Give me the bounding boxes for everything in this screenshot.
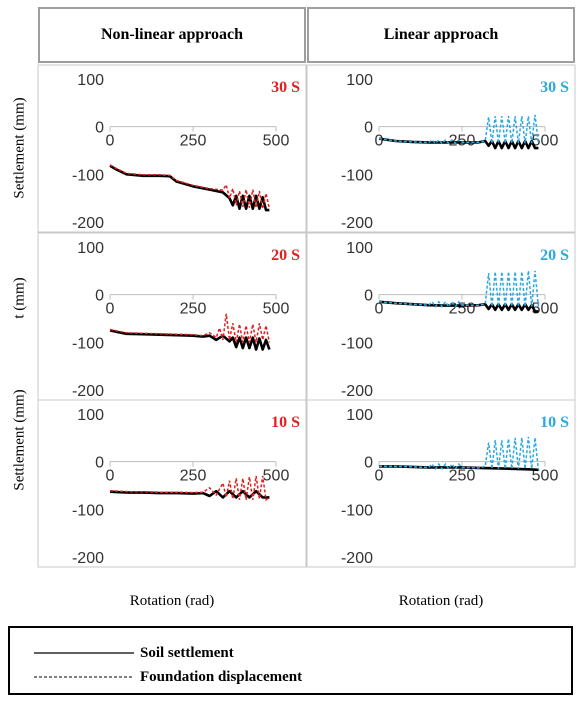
panel-frame [37, 399, 307, 568]
y-tick-label: 100 [346, 72, 373, 89]
y-axis-label-bottom: Settlement (mm) [11, 389, 28, 491]
series-foundation-displacement [379, 436, 540, 471]
legend-item-soil-settlement: Soil settlement [10, 643, 234, 663]
column-header-linear: Linear approach [307, 7, 575, 63]
y-tick-label: 0 [364, 288, 373, 305]
legend-dashed-line-icon [34, 676, 134, 678]
panel-frame [306, 64, 576, 233]
x-axis-label-right: Rotation (rad) [398, 593, 484, 609]
y-tick-label: -200 [341, 550, 373, 567]
panel-tag-label: 20 S [540, 247, 569, 264]
x-tick-label: 500 [263, 468, 290, 485]
series-foundation-displacement [109, 313, 271, 343]
legend-label: Soil settlement [140, 644, 234, 661]
x-axis-label-left: Rotation (rad) [129, 593, 215, 609]
legend-item-foundation-displacement: Foundation displacement [10, 667, 302, 687]
column-header-nonlinear: Non-linear approach [38, 7, 306, 63]
y-tick-label: 100 [346, 407, 373, 424]
y-tick-label: -100 [72, 335, 104, 352]
y-tick-label: -100 [341, 502, 373, 519]
y-tick-label: 100 [346, 240, 373, 257]
y-tick-label: -100 [341, 167, 373, 184]
panel-tag-label: 30 S [540, 79, 569, 96]
series-foundation-displacement [109, 164, 271, 209]
legend-label: Foundation displacement [140, 668, 303, 685]
x-tick-label: 500 [532, 301, 559, 318]
y-tick-label: -200 [72, 550, 104, 567]
x-tick-label: 500 [532, 468, 559, 485]
x-tick-label: 0 [106, 468, 115, 485]
series-soil-settlement [109, 329, 271, 351]
x-tick-label: 500 [532, 133, 559, 150]
y-tick-label: -200 [341, 383, 373, 400]
y-tick-label: -100 [72, 167, 104, 184]
y-axis-label-middle: t (mm) [11, 277, 28, 319]
y-tick-label: -200 [72, 215, 104, 232]
legend-solid-line-icon [34, 652, 134, 654]
panel-frame [306, 399, 576, 568]
x-tick-label: 0 [375, 468, 384, 485]
y-axis-label-top: Settlement (mm) [11, 97, 28, 199]
x-tick-label: 0 [375, 301, 384, 318]
legend: Soil settlement Foundation displacement [8, 626, 573, 695]
y-tick-label: 100 [77, 240, 104, 257]
series-foundation-displacement [378, 270, 540, 308]
x-tick-label: 250 [180, 133, 207, 150]
y-tick-label: 100 [77, 407, 104, 424]
panel-frame [306, 232, 576, 401]
panel-tag-label: 10 S [540, 414, 569, 431]
x-tick-label: 0 [106, 133, 115, 150]
panel-tag-label: 30 S [271, 79, 300, 96]
x-tick-label: 250 [449, 468, 476, 485]
y-tick-label: 0 [364, 455, 373, 472]
x-tick-label: 500 [263, 133, 290, 150]
x-tick-label: 0 [375, 133, 384, 150]
x-tick-label: 500 [263, 301, 290, 318]
x-tick-label: 250 [180, 468, 207, 485]
y-tick-label: -100 [72, 502, 104, 519]
y-tick-label: 0 [95, 120, 104, 137]
y-tick-label: -200 [72, 383, 104, 400]
y-tick-label: -100 [341, 335, 373, 352]
panel-tag-label: 20 S [271, 247, 300, 264]
y-tick-label: 0 [364, 120, 373, 137]
series-soil-settlement [109, 489, 270, 499]
y-tick-label: 100 [77, 72, 104, 89]
series-foundation-displacement [378, 114, 540, 145]
series-foundation-displacement [109, 475, 270, 502]
x-tick-label: 0 [106, 301, 115, 318]
panel-frame [37, 232, 307, 401]
y-tick-label: -200 [341, 215, 373, 232]
panel-tag-label: 10 S [271, 414, 300, 431]
y-tick-label: 0 [95, 288, 104, 305]
x-tick-label: 250 [180, 301, 207, 318]
y-tick-label: 0 [95, 455, 104, 472]
